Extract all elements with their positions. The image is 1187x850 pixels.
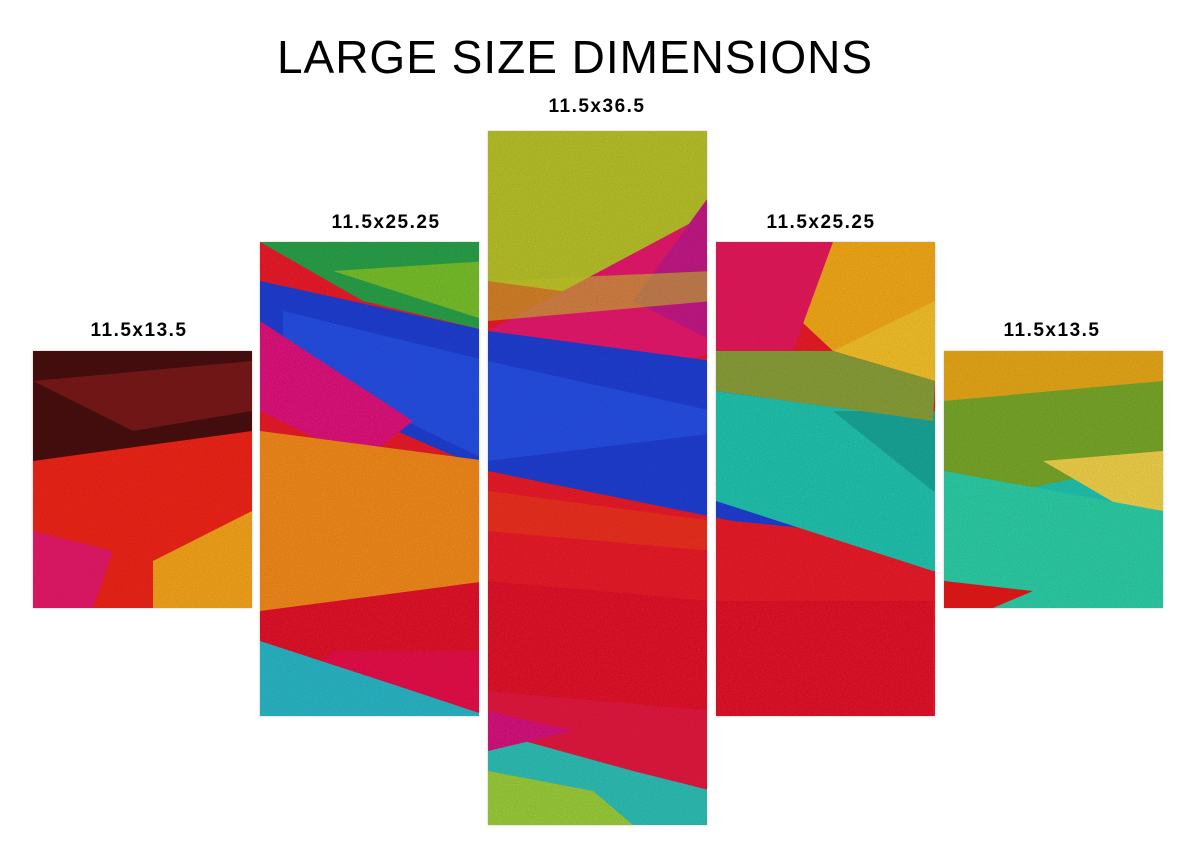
canvas-panel-2 xyxy=(260,242,479,716)
panel-3-artwork xyxy=(488,131,707,825)
panel-5-size-label: 11.5x13.5 xyxy=(1003,320,1101,341)
canvas-panel-4 xyxy=(716,242,935,716)
panel-1-size-label: 11.5x13.5 xyxy=(90,320,188,341)
canvas-panel-5 xyxy=(944,351,1163,608)
canvas-panel-1 xyxy=(33,351,252,608)
panel-2-artwork xyxy=(260,242,479,716)
canvas-panel-3 xyxy=(488,131,707,825)
page-title: LARGE SIZE DIMENSIONS xyxy=(276,31,874,83)
panel-3-size-label: 11.5x36.5 xyxy=(548,96,646,117)
panel-4-artwork xyxy=(716,242,935,716)
panel-2-size-label: 11.5x25.25 xyxy=(331,212,441,233)
panel-1-artwork xyxy=(33,351,252,608)
panel-5-artwork xyxy=(944,351,1163,608)
panel-4-size-label: 11.5x25.25 xyxy=(766,212,876,233)
